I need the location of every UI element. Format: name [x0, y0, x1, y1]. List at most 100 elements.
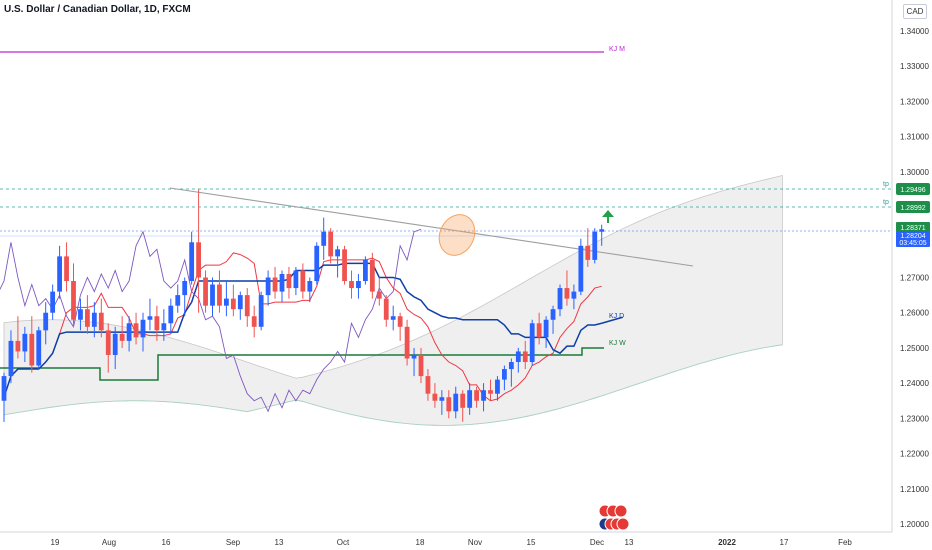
candle-body — [307, 281, 313, 292]
kijun-daily-label: KJ D — [609, 313, 624, 320]
candle-body — [300, 270, 306, 292]
candle-body — [383, 298, 389, 320]
price-tick-label: 1.33000 — [900, 62, 929, 71]
kijun-monthly-label: KJ M — [609, 46, 625, 53]
candle-body — [112, 333, 118, 355]
currency-button[interactable]: CAD — [903, 4, 927, 19]
candle-body — [369, 259, 375, 292]
candle-body — [467, 390, 473, 408]
candle-body — [189, 242, 195, 282]
tp1-label: tp — [883, 181, 889, 188]
candle-body — [439, 397, 445, 401]
candle-body — [203, 277, 208, 306]
candle-body — [286, 273, 292, 289]
candle-body — [50, 291, 56, 313]
candle-body — [8, 340, 14, 377]
candle-body — [224, 298, 229, 306]
tp1-price-text: 1.29496 — [900, 187, 925, 194]
time-tick-label: Dec — [590, 538, 604, 547]
candle-body — [502, 369, 507, 380]
economic-events-icon[interactable] — [598, 504, 630, 531]
candle-body — [251, 316, 257, 327]
price-tick-label: 1.32000 — [900, 97, 929, 106]
candle-body — [119, 333, 125, 341]
candle-body — [57, 256, 62, 292]
candle-body — [335, 249, 340, 257]
candle-body — [210, 284, 215, 306]
indicator-lines — [0, 228, 623, 413]
time-tick-label: 15 — [527, 538, 536, 547]
candle-body — [411, 354, 417, 359]
candle-body — [293, 270, 299, 289]
tp2-label: tp — [883, 199, 889, 206]
candle-body — [85, 309, 90, 327]
kijun-daily-line — [3, 262, 623, 398]
time-tick-label: 19 — [51, 538, 60, 547]
price-tick-label: 1.27000 — [900, 274, 929, 283]
time-tick-label: 2022 — [718, 538, 736, 547]
candle-body — [279, 273, 285, 292]
candle-body — [105, 330, 111, 355]
candle-body — [91, 312, 97, 327]
candles — [1, 189, 605, 422]
tp1-price-tag: 1.29496 — [896, 183, 930, 195]
time-axis: 19 Aug 16 Sep 13 Oct 18 Nov 15 Dec 13 2022 17 Feb — [51, 538, 853, 547]
current-price-text: 1.28204 — [900, 233, 925, 240]
candle-body — [230, 298, 236, 310]
candle-body — [599, 229, 605, 232]
price-tick-label: 1.34000 — [900, 27, 929, 36]
candle-body — [237, 295, 243, 310]
candle-body — [481, 390, 486, 401]
countdown-text: 03:45:05 — [899, 240, 926, 247]
candle-body — [342, 249, 347, 282]
tenkan-line — [3, 252, 602, 402]
candle-body — [404, 326, 410, 359]
candle-body — [98, 312, 104, 331]
chikou-line — [0, 228, 422, 413]
candle-body — [536, 323, 542, 338]
descending-trendline[interactable] — [169, 187, 694, 267]
candle-body — [22, 333, 28, 352]
current-sub-price-text: 1.28371 — [900, 225, 925, 232]
candle-body — [154, 316, 160, 331]
candle-body — [314, 245, 320, 282]
candle-body — [328, 231, 334, 257]
time-tick-label: 13 — [275, 538, 284, 547]
candle-body — [571, 291, 577, 299]
candle-body — [488, 390, 493, 394]
candle-body — [550, 309, 556, 320]
time-tick-label: 16 — [162, 538, 171, 547]
candle-body — [432, 393, 438, 401]
candle-body — [258, 295, 264, 327]
candle-body — [557, 288, 563, 310]
candle-body — [515, 351, 521, 363]
candle-body — [495, 379, 500, 394]
candle-body — [126, 323, 132, 341]
highlight-ellipse[interactable] — [433, 209, 482, 261]
candle-body — [508, 362, 514, 370]
candle-body — [196, 242, 201, 278]
kijun-weekly-label: KJ W — [609, 340, 626, 347]
candle-body — [585, 245, 591, 260]
candle-body — [356, 281, 361, 289]
price-tick-label: 1.30000 — [900, 168, 929, 177]
price-tick-label: 1.25000 — [900, 344, 929, 353]
price-axis: 1.340001.330001.320001.310001.300001.290… — [900, 27, 929, 529]
candle-body — [78, 309, 83, 320]
price-tick-label: 1.24000 — [900, 379, 929, 388]
price-tick-label: 1.31000 — [900, 133, 929, 142]
chart-title: U.S. Dollar / Canadian Dollar, 1D, FXCM — [4, 4, 191, 15]
time-tick-label: Aug — [102, 538, 116, 547]
price-tick-label: 1.22000 — [900, 450, 929, 459]
candle-body — [390, 316, 396, 320]
candle-body — [36, 330, 42, 366]
candle-body — [418, 354, 424, 377]
current-price-tag: 1.28371 1.28204 03:45:05 — [896, 222, 930, 247]
time-tick-label: Feb — [838, 538, 852, 547]
candle-body — [168, 305, 174, 324]
candle-body — [522, 351, 528, 363]
candle-body — [15, 340, 21, 352]
candle-body — [244, 295, 250, 317]
time-tick-label: Sep — [226, 538, 241, 547]
